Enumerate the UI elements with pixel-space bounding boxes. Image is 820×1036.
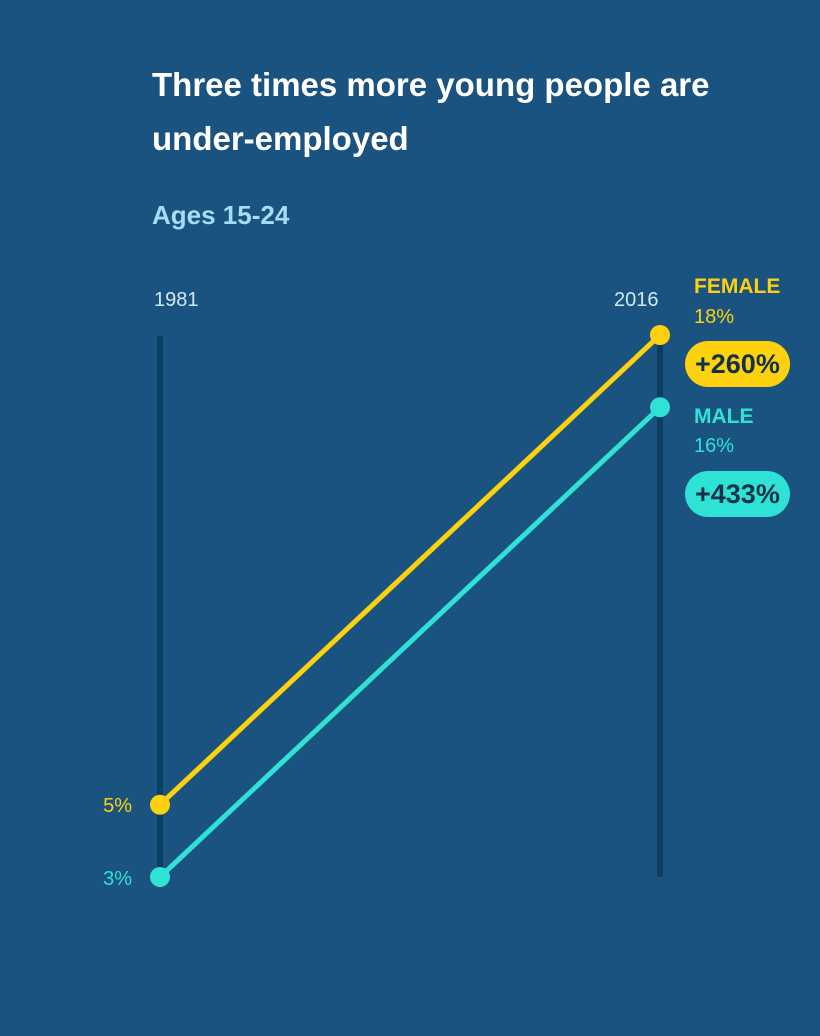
x-tick-label-2016: 2016 — [614, 289, 659, 311]
series-line-male — [158, 405, 662, 879]
change-badge-male: +433% — [685, 471, 790, 517]
start-value-label-female: 5% — [103, 795, 132, 817]
chart-subtitle: Ages 15-24 — [152, 200, 290, 230]
data-point-male-1981 — [150, 867, 170, 887]
end-value-label-female: 18% — [694, 306, 735, 328]
x-tick-label-1981: 1981 — [154, 289, 199, 311]
end-value-label-male: 16% — [694, 435, 735, 457]
data-point-male-2016 — [650, 397, 670, 418]
series-label-male: MALE — [694, 405, 754, 428]
change-badge-female: +260% — [685, 341, 790, 387]
data-point-female-2016 — [650, 325, 670, 345]
series-label-female: FEMALE — [694, 275, 781, 298]
chart-title: Three times more young people are under-… — [152, 66, 710, 157]
data-point-female-1981 — [150, 794, 170, 815]
series-line-female — [158, 333, 662, 807]
start-value-label-male: 3% — [103, 868, 132, 890]
